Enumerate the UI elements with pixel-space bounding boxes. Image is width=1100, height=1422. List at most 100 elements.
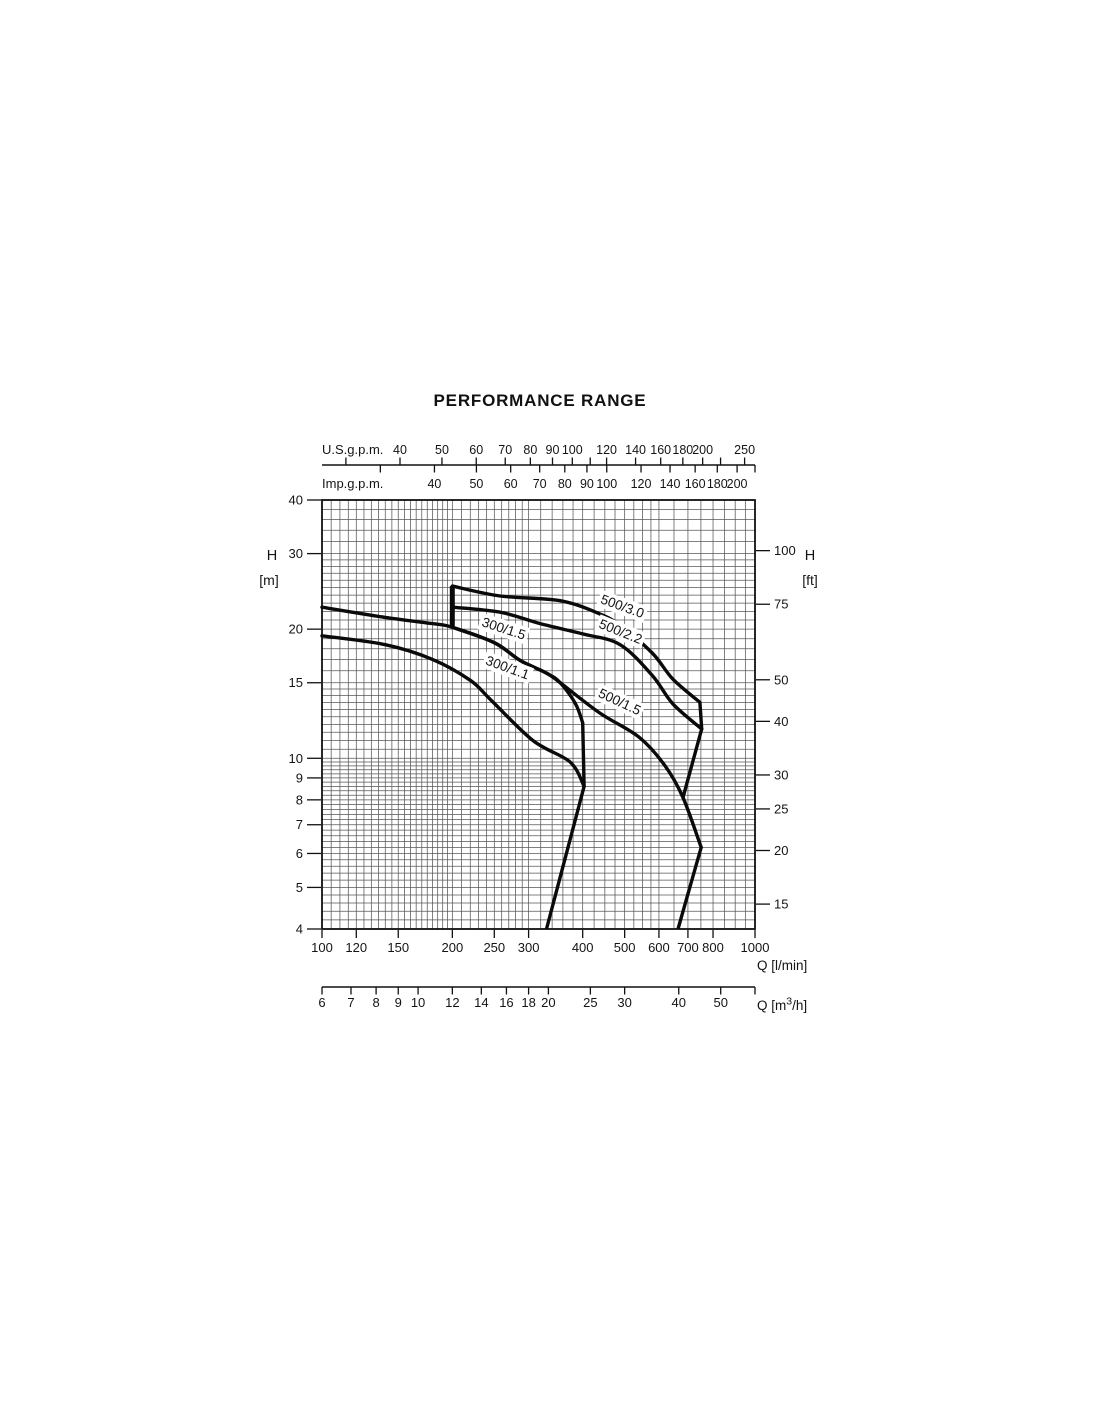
curve-label-bg bbox=[481, 651, 534, 685]
left-axis: H [m] 40 30 20 15 10 9 8 7 6 5 4 bbox=[259, 493, 321, 937]
curve-label-bg bbox=[595, 589, 649, 623]
envelope-segment bbox=[676, 846, 703, 930]
imp-gpm-tick-label: 120 bbox=[631, 477, 652, 491]
curve-label-bg bbox=[593, 683, 646, 721]
curve-label-bg bbox=[594, 614, 647, 649]
curve-label-bg bbox=[477, 612, 531, 645]
h-ft-tick-label: 30 bbox=[774, 767, 788, 782]
us-gpm-tick-label: 250 bbox=[734, 443, 755, 457]
imp-gpm-tick-label: 180 bbox=[707, 477, 728, 491]
h-m-tick-label: 30 bbox=[289, 546, 303, 561]
lmin-tick-label: 600 bbox=[648, 940, 670, 955]
lmin-tick-label: 500 bbox=[614, 940, 636, 955]
axis-unit-usgpm: U.S.g.p.m. bbox=[322, 442, 383, 457]
lmin-tick-label: 800 bbox=[702, 940, 724, 955]
us-gpm-tick-label: 160 bbox=[650, 443, 671, 457]
curve-label: 500/2.2 bbox=[597, 616, 644, 647]
m3h-tick-label: 8 bbox=[372, 995, 379, 1010]
us-gpm-tick-label: 140 bbox=[625, 443, 646, 457]
grid bbox=[322, 500, 755, 929]
m3h-tick-label: 40 bbox=[672, 995, 686, 1010]
h-m-tick-label: 6 bbox=[296, 846, 303, 861]
m3h-tick-label: 25 bbox=[583, 995, 597, 1010]
imp-gpm-tick-label: 60 bbox=[504, 477, 518, 491]
imp-gpm-tick-label: 140 bbox=[660, 477, 681, 491]
range-envelope bbox=[449, 586, 704, 930]
us-gpm-tick-label: 200 bbox=[692, 443, 713, 457]
imp-gpm-tick-label: 100 bbox=[596, 477, 617, 491]
imp-gpm-tick-label: 40 bbox=[427, 477, 441, 491]
us-gpm-tick-label: 80 bbox=[523, 443, 537, 457]
us-gpm-tick-label: 90 bbox=[546, 443, 560, 457]
us-gpm-tick-label: 50 bbox=[435, 443, 449, 457]
us-gpm-tick-label: 180 bbox=[672, 443, 693, 457]
h-ft-tick-label: 15 bbox=[774, 897, 788, 912]
us-gpm-tick-label: 40 bbox=[393, 443, 407, 457]
lmin-tick-label: 120 bbox=[345, 940, 367, 955]
m3h-tick-label: 6 bbox=[318, 995, 325, 1010]
chart-title: PERFORMANCE RANGE bbox=[433, 391, 647, 410]
pump-curve-500-1.5 bbox=[450, 625, 703, 849]
lmin-axis-unit: Q [l/min] bbox=[757, 958, 807, 973]
m3h-tick-label: 30 bbox=[617, 995, 631, 1010]
us-gpm-tick-label: 70 bbox=[498, 443, 512, 457]
h-m-tick-label: 8 bbox=[296, 792, 303, 807]
h-m-tick-label: 7 bbox=[296, 817, 303, 832]
h-ft-tick-label: 100 bbox=[774, 543, 796, 558]
imp-gpm-tick-label: 70 bbox=[533, 477, 547, 491]
imp-gpm-tick-label: 80 bbox=[558, 477, 572, 491]
m3h-tick-label: 12 bbox=[445, 995, 459, 1010]
imp-gpm-tick-label: 200 bbox=[727, 477, 748, 491]
right-axis: H [ft] 100 75 50 40 30 25 20 15 bbox=[756, 543, 818, 912]
axis-unit-impgpm: Imp.g.p.m. bbox=[322, 476, 383, 491]
bottom-axis-lmin: 100 120 150 200 250 300 400 500 600 700 800 1000 Q [… bbox=[311, 930, 807, 973]
us-gpm-tick-label: 120 bbox=[596, 443, 617, 457]
m3h-tick-label: 10 bbox=[411, 995, 425, 1010]
lmin-tick-label: 250 bbox=[483, 940, 505, 955]
h-ft-tick-label: 40 bbox=[774, 714, 788, 729]
h-m-tick-label: 40 bbox=[289, 493, 303, 508]
imp-gpm-tick-label: 90 bbox=[580, 477, 594, 491]
imp-gpm-tick-label: 160 bbox=[685, 477, 706, 491]
m3h-tick-label: 18 bbox=[521, 995, 535, 1010]
pump-curve-300-1.1 bbox=[320, 634, 586, 789]
h-ft-tick-label: 20 bbox=[774, 843, 788, 858]
imp-gpm-tick-label: 50 bbox=[469, 477, 483, 491]
lmin-tick-label: 100 bbox=[311, 940, 333, 955]
h-m-tick-label: 4 bbox=[296, 922, 303, 937]
m3h-tick-label: 7 bbox=[347, 995, 354, 1010]
lmin-tick-label: 200 bbox=[441, 940, 463, 955]
right-axis-title: H bbox=[805, 548, 815, 564]
m3h-axis-unit: Q [m3/h] bbox=[757, 996, 807, 1014]
lmin-tick-label: 150 bbox=[387, 940, 409, 955]
pump-curve-500-2.2 bbox=[450, 605, 704, 731]
bottom-axis-m3h: 6 7 8 9 10 12 14 16 18 20 25 30 40 50 Q [m3/h] bbox=[318, 986, 807, 1014]
h-ft-tick-label: 25 bbox=[774, 801, 788, 816]
m3h-tick-label: 14 bbox=[474, 995, 488, 1010]
h-m-tick-label: 20 bbox=[289, 622, 303, 637]
lmin-tick-label: 1000 bbox=[741, 940, 770, 955]
lmin-tick-label: 700 bbox=[677, 940, 699, 955]
h-ft-tick-label: 75 bbox=[774, 597, 788, 612]
top-axis-us: U.S.g.p.m. 40 50 60 70 80 90 100 120 140 160 180200… bbox=[322, 442, 755, 466]
m3h-tick-label: 16 bbox=[499, 995, 513, 1010]
lmin-tick-label: 400 bbox=[572, 940, 594, 955]
curve-label: 300/1.1 bbox=[484, 653, 531, 683]
pump-curve-500-3.0 bbox=[450, 584, 702, 705]
lmin-tick-label: 300 bbox=[518, 940, 540, 955]
h-ft-tick-label: 50 bbox=[774, 672, 788, 687]
h-m-tick-label: 9 bbox=[296, 770, 303, 785]
m3h-tick-label: 9 bbox=[395, 995, 402, 1010]
h-m-tick-label: 10 bbox=[289, 751, 303, 766]
us-gpm-tick-label: 100 bbox=[562, 443, 583, 457]
h-m-tick-label: 5 bbox=[296, 880, 303, 895]
right-axis-unit: [ft] bbox=[802, 572, 818, 588]
curve-label: 500/1.5 bbox=[596, 685, 643, 718]
plot-border bbox=[321, 499, 756, 930]
m3h-tick-label: 20 bbox=[541, 995, 555, 1010]
h-m-tick-label: 15 bbox=[289, 675, 303, 690]
m3h-tick-label: 50 bbox=[713, 995, 727, 1010]
